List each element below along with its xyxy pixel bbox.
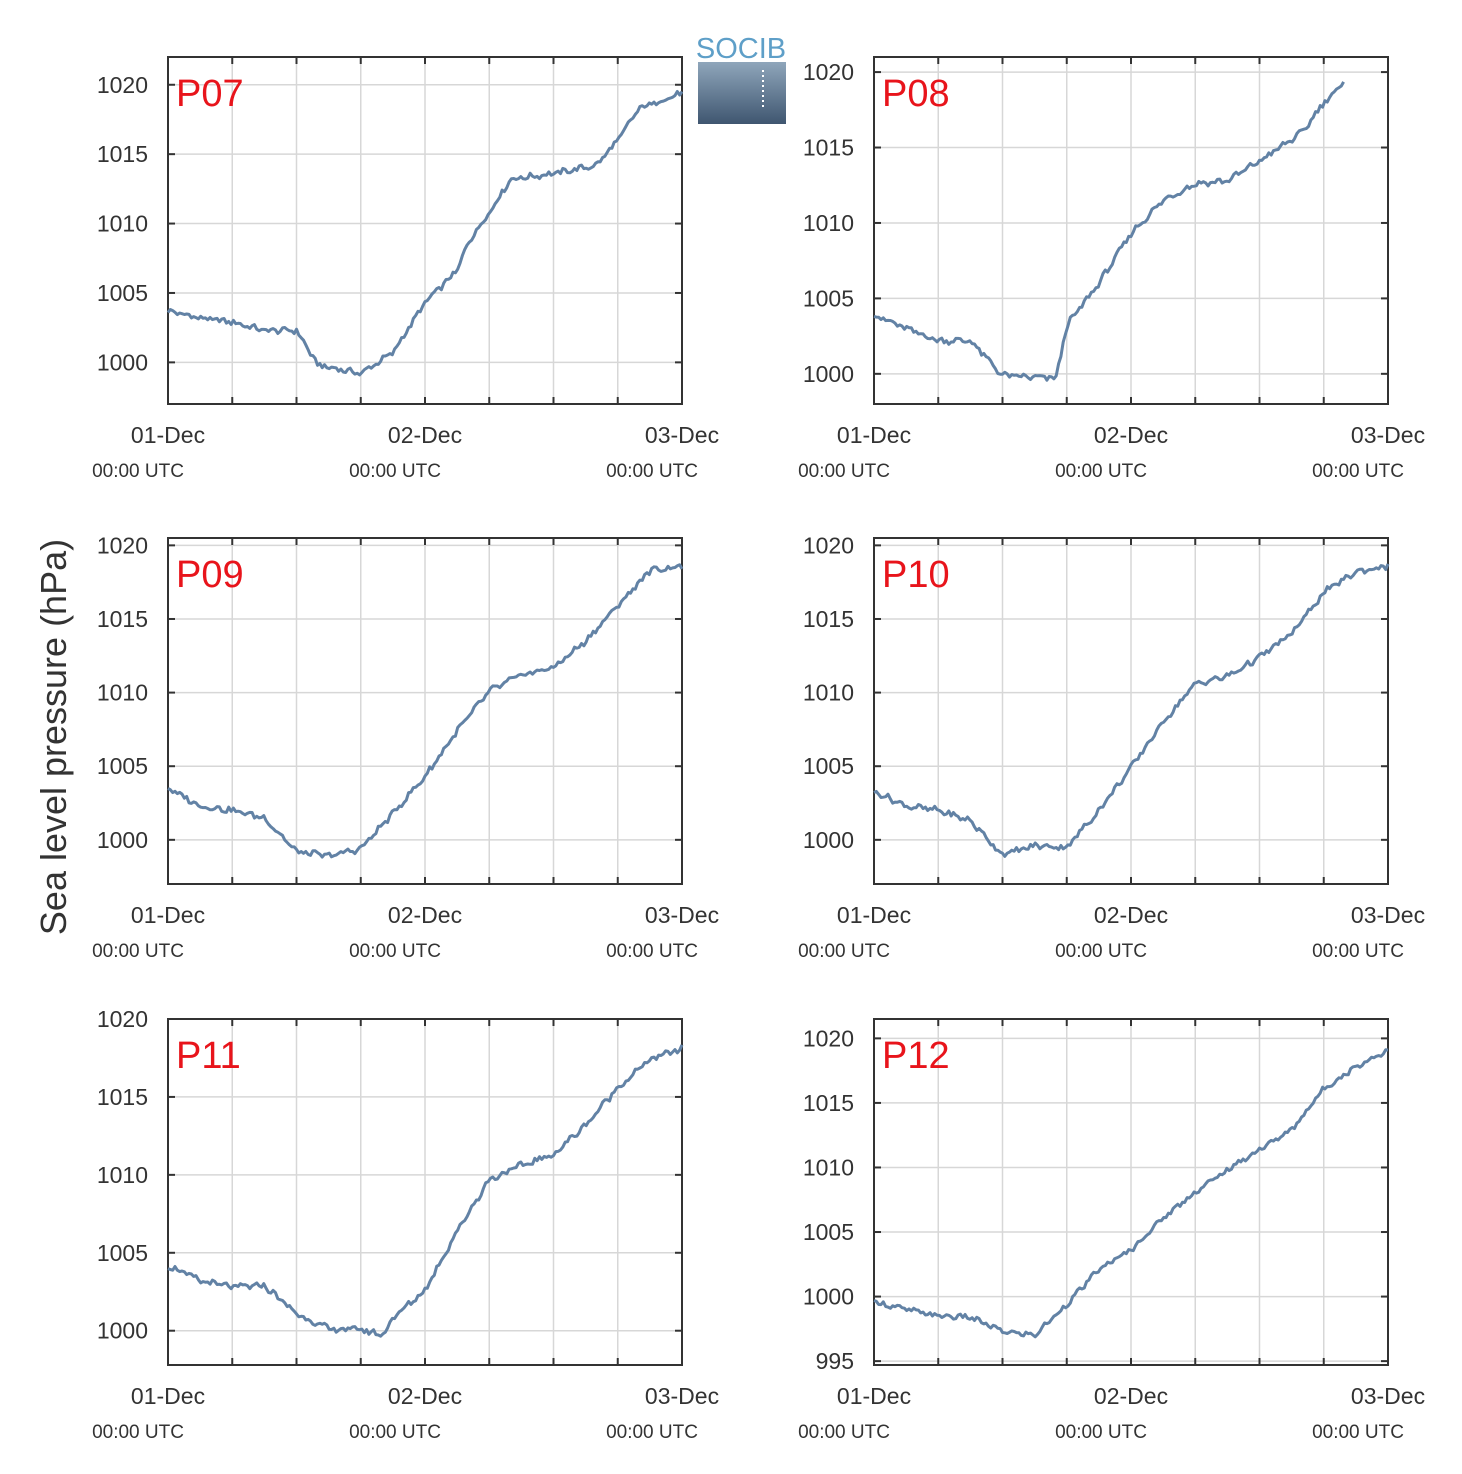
x-tick-label-time: 00:00 UTC [1312, 941, 1404, 962]
x-tick-label-time: 00:00 UTC [92, 1422, 184, 1443]
x-tick-label-time: 00:00 UTC [1312, 461, 1404, 482]
y-tick-label: 1005 [803, 285, 854, 311]
panel-title: P09 [176, 554, 244, 596]
y-tick-label: 1010 [803, 1154, 854, 1180]
pressure-series-line [873, 81, 1345, 382]
x-tick-label-date: 02-Dec [388, 422, 462, 448]
chart-panel-p09: 1000 1005 1010 1015 1020 01-Dec 00:00 UTC 02-De… [92, 532, 719, 962]
y-tick-label: 1000 [97, 827, 148, 853]
pressure-series-line [166, 90, 684, 377]
chart-panel-p08: 1000 1005 1010 1015 1020 01-Dec 00:00 UTC 02-De… [798, 56, 1425, 482]
socib-logo-text: SOCIB [696, 33, 786, 65]
x-tick-label-time: 00:00 UTC [798, 461, 890, 482]
y-tick-label: 1000 [803, 361, 854, 387]
pressure-series-line [167, 563, 684, 859]
y-tick-label: 1020 [97, 1006, 148, 1032]
y-tick-label: 1000 [97, 1318, 148, 1344]
y-tick-label: 995 [816, 1348, 854, 1374]
x-tick-label-time: 00:00 UTC [1055, 461, 1147, 482]
y-tick-label: 1015 [803, 1090, 854, 1116]
panel-title: P08 [882, 73, 950, 115]
pressure-series-line [873, 1048, 1389, 1339]
x-tick-label-time: 00:00 UTC [798, 1422, 890, 1443]
x-tick-label-time: 00:00 UTC [606, 461, 698, 482]
chart-panel-p11: 1000 1005 1010 1015 1020 01-Dec 00:00 UTC 02-De… [92, 1006, 719, 1443]
y-tick-label: 1000 [803, 1284, 854, 1310]
y-tick-label: 1020 [803, 59, 854, 85]
y-tick-label: 1000 [803, 827, 854, 853]
x-tick-label-time: 00:00 UTC [349, 1422, 441, 1443]
x-tick-label-time: 00:00 UTC [798, 941, 890, 962]
panel-title: P11 [176, 1035, 241, 1077]
x-tick-label-time: 00:00 UTC [1055, 941, 1147, 962]
x-tick-label-date: 01-Dec [837, 902, 911, 928]
x-tick-label-date: 03-Dec [645, 422, 719, 448]
y-axis-label: Sea level pressure (hPa) [33, 539, 74, 935]
chart-panel-p10: 1000 1005 1010 1015 1020 01-Dec 00:00 UTC 02-De… [798, 532, 1425, 962]
x-tick-label-date: 02-Dec [1094, 1383, 1168, 1409]
x-tick-label-date: 01-Dec [131, 902, 205, 928]
y-tick-label: 1020 [803, 1025, 854, 1051]
y-tick-label: 1020 [803, 532, 854, 558]
y-tick-label: 1015 [97, 141, 148, 167]
y-tick-label: 1000 [97, 349, 148, 375]
x-tick-label-date: 03-Dec [1351, 1383, 1425, 1409]
y-tick-label: 1005 [803, 1219, 854, 1245]
x-tick-label-date: 03-Dec [1351, 902, 1425, 928]
pressure-series-line [167, 1044, 684, 1338]
x-tick-label-time: 00:00 UTC [1312, 1422, 1404, 1443]
x-tick-label-time: 00:00 UTC [92, 941, 184, 962]
x-tick-label-date: 01-Dec [837, 1383, 911, 1409]
y-tick-label: 1010 [97, 211, 148, 237]
y-tick-label: 1015 [97, 606, 148, 632]
chart-panels: 1000 1005 1010 1015 1020 01-Dec 00:00 UTC 02-De… [92, 56, 1425, 1443]
y-tick-label: 1020 [97, 72, 148, 98]
y-tick-label: 1010 [803, 680, 854, 706]
y-tick-label: 1005 [97, 753, 148, 779]
x-tick-label-date: 01-Dec [131, 1383, 205, 1409]
y-tick-label: 1020 [97, 532, 148, 558]
panel-title: P12 [882, 1035, 950, 1077]
x-tick-label-date: 02-Dec [1094, 902, 1168, 928]
y-tick-label: 1010 [803, 210, 854, 236]
y-tick-label: 1005 [97, 1240, 148, 1266]
y-tick-label: 1015 [803, 135, 854, 161]
x-tick-label-date: 03-Dec [645, 902, 719, 928]
socib-logo-mark [698, 62, 786, 124]
x-tick-label-date: 03-Dec [1351, 422, 1425, 448]
x-tick-label-date: 03-Dec [645, 1383, 719, 1409]
panel-title: P10 [882, 554, 950, 596]
y-tick-label: 1010 [97, 1162, 148, 1188]
x-tick-label-time: 00:00 UTC [606, 1422, 698, 1443]
y-tick-label: 1005 [97, 280, 148, 306]
chart-panel-p12: 995 1000 1005 1010 1015 1020 01-Dec 00:00 UTC 02… [798, 1018, 1425, 1443]
y-tick-label: 1010 [97, 680, 148, 706]
x-tick-label-time: 00:00 UTC [349, 461, 441, 482]
socib-logo: SOCIB [696, 33, 786, 124]
x-tick-label-date: 01-Dec [837, 422, 911, 448]
y-tick-label: 1015 [97, 1084, 148, 1110]
x-tick-label-time: 00:00 UTC [606, 941, 698, 962]
y-tick-label: 1015 [803, 606, 854, 632]
x-tick-label-date: 02-Dec [388, 902, 462, 928]
panel-title: P07 [176, 73, 244, 115]
x-tick-label-time: 00:00 UTC [349, 941, 441, 962]
x-tick-label-time: 00:00 UTC [92, 461, 184, 482]
y-tick-label: 1005 [803, 753, 854, 779]
chart-panel-p07: 1000 1005 1010 1015 1020 01-Dec 00:00 UTC 02-De… [92, 56, 719, 482]
x-tick-label-date: 02-Dec [1094, 422, 1168, 448]
pressure-series-line [873, 563, 1390, 858]
x-tick-label-date: 01-Dec [131, 422, 205, 448]
x-tick-label-time: 00:00 UTC [1055, 1422, 1147, 1443]
x-tick-label-date: 02-Dec [388, 1383, 462, 1409]
